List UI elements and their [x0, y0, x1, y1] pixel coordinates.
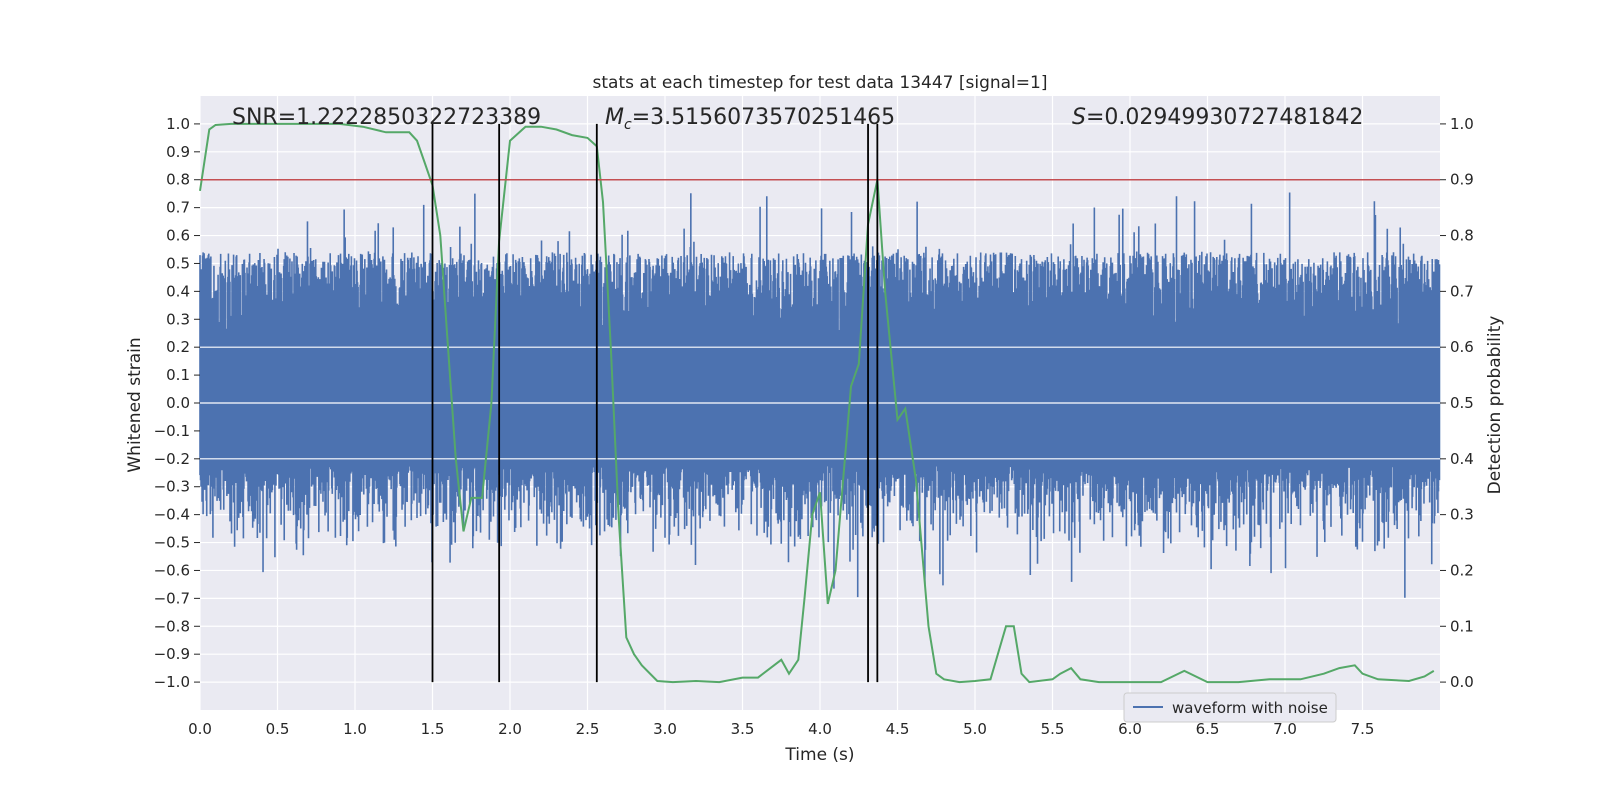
x-tick-label: 0.5 [266, 720, 290, 738]
x-tick-label: 7.5 [1351, 720, 1375, 738]
y2-tick-label: 0.1 [1450, 617, 1474, 635]
y-tick-label: 0.9 [166, 143, 190, 161]
y2-tick-label: 0.5 [1450, 394, 1474, 412]
y-tick-label: −0.6 [154, 561, 190, 579]
y-axis-ticks: 1.0 0.9 0.8 0.7 0.6 0.5 0.4 0.3 0.2 0.1 0.0 −0.1 −0.… [154, 115, 200, 691]
legend-box [1123, 692, 1337, 723]
y2-tick-label: 1.0 [1450, 115, 1474, 133]
x-tick-label: 3.5 [731, 720, 755, 738]
x-tick-label: 5.5 [1041, 720, 1065, 738]
y-tick-label: 0.2 [166, 338, 190, 356]
y-axis-label: Whitened strain [125, 337, 145, 472]
y-tick-label: 0.7 [166, 199, 190, 217]
x-tick-label: 3.0 [653, 720, 677, 738]
x-tick-label: 5.0 [963, 720, 987, 738]
y2-tick-label: 0.9 [1450, 171, 1474, 189]
x-tick-label: 1.0 [343, 720, 367, 738]
y2-tick-label: 0.0 [1450, 673, 1474, 691]
y-tick-label: −0.8 [154, 617, 190, 635]
mc-annotation: Mc=3.5156073570251465 [605, 105, 895, 133]
y-tick-label: −0.5 [154, 534, 190, 552]
legend-label: waveform with noise [1172, 699, 1328, 717]
x-tick-label: 0.0 [188, 720, 212, 738]
probability-series [199, 122, 1435, 684]
y2-tick-label: 0.8 [1450, 227, 1474, 245]
y-tick-label: −1.0 [154, 673, 190, 691]
vertical-markers [431, 123, 879, 683]
x-tick-label: 7.0 [1273, 720, 1297, 738]
y-tick-label: −0.7 [154, 589, 190, 607]
y2-tick-label: 0.3 [1450, 506, 1474, 524]
x-tick-label: 4.0 [808, 720, 832, 738]
x-tick-label: 6.5 [1196, 720, 1220, 738]
chart-title: stats at each timestep for test data 134… [593, 73, 1048, 93]
y2-axis-label: Detection probability [1485, 316, 1505, 495]
x-tick-label: 1.5 [421, 720, 445, 738]
y-tick-label: −0.1 [154, 422, 190, 440]
y-tick-label: 0.3 [166, 310, 190, 328]
x-tick-label: 2.5 [576, 720, 600, 738]
waveform-series [199, 192, 1441, 598]
y-tick-label: 0.0 [166, 394, 190, 412]
y-tick-label: −0.3 [154, 478, 190, 496]
y-tick-label: −0.4 [154, 506, 190, 524]
y-tick-label: −0.9 [154, 645, 190, 663]
snr-annotation: SNR=1.2222850322723389 [232, 105, 541, 130]
y-tick-label: 1.0 [166, 115, 190, 133]
legend: waveform with noise [1123, 692, 1337, 723]
y-tick-label: 0.8 [166, 171, 190, 189]
y2-tick-label: 0.6 [1450, 338, 1474, 356]
y2-tick-label: 0.4 [1450, 450, 1474, 468]
s-annotation: S=0.02949930727481842 [1072, 105, 1363, 130]
y-tick-label: −0.2 [154, 450, 190, 468]
x-tick-label: 6.0 [1118, 720, 1142, 738]
x-tick-label: 4.5 [886, 720, 910, 738]
x-axis-ticks: 0.0 0.5 1.0 1.5 2.0 2.5 3.0 3.5 4.0 4.5 5.0 5.5 6.0 6… [188, 720, 1374, 738]
y2-tick-label: 0.2 [1450, 561, 1474, 579]
y-tick-label: 0.1 [166, 366, 190, 384]
y-tick-label: 0.6 [166, 227, 190, 245]
x-tick-label: 2.0 [498, 720, 522, 738]
y-tick-label: 0.5 [166, 254, 190, 272]
x-axis-label: Time (s) [784, 745, 854, 765]
y-tick-label: 0.4 [166, 282, 190, 300]
y2-axis-ticks: 1.0 0.9 0.8 0.7 0.6 0.5 0.4 0.3 0.2 0.1 0.0 [1440, 115, 1474, 691]
y2-tick-label: 0.7 [1450, 282, 1474, 300]
